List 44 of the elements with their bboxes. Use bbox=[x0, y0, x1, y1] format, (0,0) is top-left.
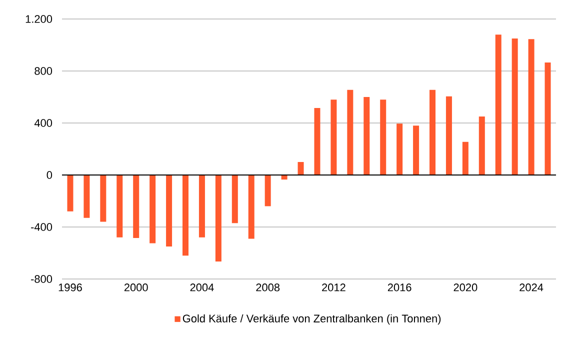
bar bbox=[215, 175, 222, 262]
y-tick-label: 1.200 bbox=[26, 15, 52, 23]
bar bbox=[84, 175, 90, 218]
bar bbox=[67, 175, 74, 212]
bar bbox=[347, 90, 354, 175]
bar bbox=[430, 90, 436, 175]
bar bbox=[150, 175, 156, 244]
bar bbox=[182, 175, 188, 256]
y-tick-label: 800 bbox=[34, 67, 52, 75]
x-tick-label: 2000 bbox=[124, 284, 148, 292]
bar bbox=[298, 162, 304, 175]
bar bbox=[413, 126, 420, 175]
bar bbox=[512, 38, 518, 175]
bar bbox=[314, 108, 320, 175]
bar bbox=[330, 100, 337, 175]
bar bbox=[528, 39, 534, 175]
bar bbox=[116, 175, 123, 238]
bar bbox=[248, 175, 254, 239]
y-tick-label: -800 bbox=[31, 275, 52, 283]
x-tick-label: 2008 bbox=[256, 284, 280, 292]
bar bbox=[364, 97, 370, 175]
x-tick-label: 2012 bbox=[322, 284, 346, 292]
x-tick-label: 2024 bbox=[520, 284, 544, 292]
x-tick-label: 2016 bbox=[388, 284, 412, 292]
bar bbox=[133, 175, 140, 238]
bar bbox=[462, 142, 468, 175]
y-tick-label: 0 bbox=[46, 171, 52, 179]
x-tick-label: 1996 bbox=[58, 284, 82, 292]
bar bbox=[495, 34, 502, 175]
bar bbox=[100, 175, 106, 222]
bar bbox=[264, 175, 271, 206]
y-tick-label: -400 bbox=[31, 223, 52, 231]
bar bbox=[232, 175, 238, 224]
bar bbox=[396, 124, 403, 175]
x-tick-label: 2004 bbox=[190, 284, 214, 292]
bar bbox=[380, 100, 386, 175]
bar bbox=[166, 175, 172, 246]
y-tick-label: 400 bbox=[34, 119, 52, 127]
bar bbox=[198, 175, 205, 238]
bar bbox=[446, 96, 452, 175]
x-tick-label: 2020 bbox=[454, 284, 478, 292]
legend-label: Gold Käufe / Verkäufe von Zentralbanken (in Tonnen) bbox=[182, 314, 441, 325]
bar bbox=[544, 62, 551, 175]
bar bbox=[478, 116, 485, 175]
